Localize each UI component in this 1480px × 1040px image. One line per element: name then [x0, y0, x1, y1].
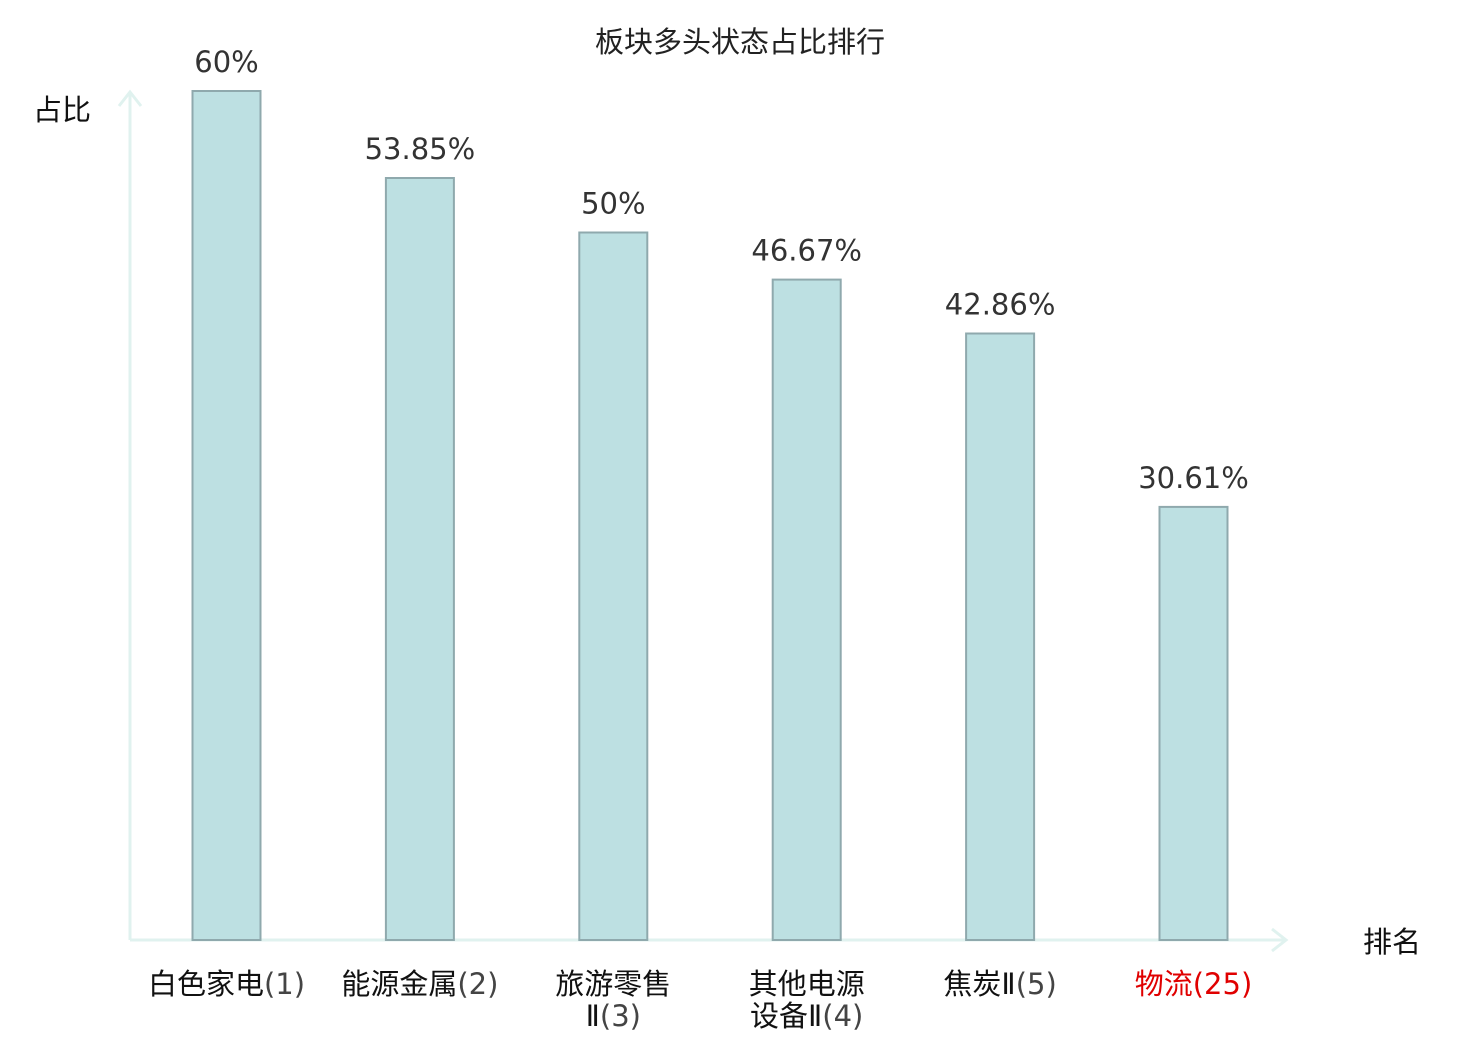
value-label-1: 60%	[194, 45, 258, 79]
category-label-5: 焦炭Ⅱ(5)	[943, 967, 1056, 1001]
category-labels: 白色家电(1) 能源金属(2) 旅游零售 Ⅱ(3) 其他电源设备Ⅱ(4) 焦炭Ⅱ(5) 物流…	[148, 967, 1252, 1033]
value-label-6: 30.61%	[1138, 461, 1249, 495]
bar-4	[771, 278, 842, 942]
chart-title: 板块多头状态占比排行	[595, 25, 885, 59]
bars	[191, 90, 1229, 942]
y-axis-arrow-icon	[117, 89, 143, 107]
x-axis-arrow-icon	[1271, 927, 1289, 953]
x-axis-label: 排名	[1363, 925, 1421, 959]
x-axis: 排名	[130, 925, 1421, 959]
category-label-6: 物流(25)	[1135, 967, 1253, 1001]
category-label-3: 旅游零售 Ⅱ(3)	[555, 967, 671, 1033]
category-label-2: 能源金属(2)	[341, 967, 498, 1001]
bar-3	[578, 231, 649, 941]
category-label-4: 其他电源设备Ⅱ(4)	[749, 967, 865, 1033]
bar-5	[965, 332, 1036, 941]
value-label-5: 42.86%	[945, 288, 1056, 322]
y-axis: 占比	[33, 89, 143, 940]
bar-2	[384, 177, 455, 941]
category-label-1: 白色家电(1)	[148, 967, 305, 1001]
value-labels: 60% 53.85% 50% 46.67% 42.86% 30.61%	[194, 45, 1249, 495]
bar-1	[191, 90, 262, 941]
bar-6	[1158, 505, 1229, 941]
value-label-3: 50%	[581, 187, 645, 221]
value-label-4: 46.67%	[751, 234, 862, 268]
y-axis-label: 占比	[33, 93, 91, 127]
value-label-2: 53.85%	[365, 132, 476, 166]
